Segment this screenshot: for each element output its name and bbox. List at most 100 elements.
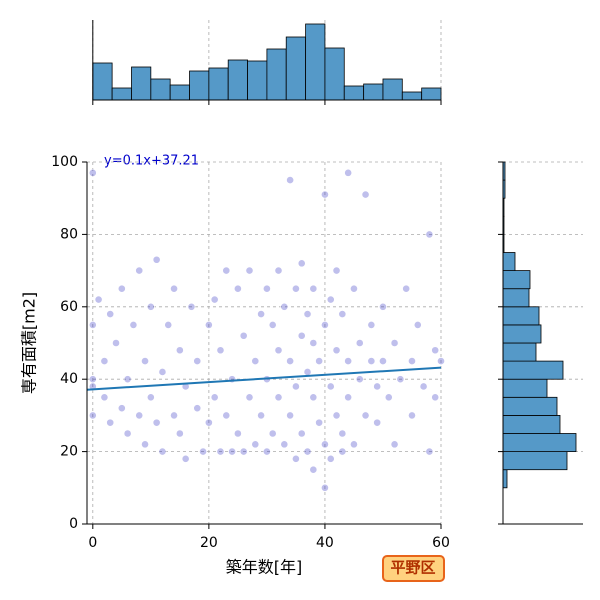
y-tick-label: 80 bbox=[60, 226, 78, 242]
scatter-point bbox=[390, 339, 399, 347]
scatter-point bbox=[303, 310, 312, 318]
scatter-point bbox=[361, 190, 370, 199]
scatter-point bbox=[239, 447, 248, 456]
histogram-bar bbox=[324, 47, 345, 101]
scatter-point bbox=[263, 284, 271, 293]
scatter-point bbox=[123, 429, 132, 438]
histogram-bar bbox=[131, 66, 152, 101]
scatter-point bbox=[321, 483, 329, 492]
scatter-point bbox=[228, 447, 236, 456]
scatter-point bbox=[321, 190, 329, 199]
scatter-point bbox=[419, 382, 428, 391]
scatter-point bbox=[88, 168, 97, 177]
scatter-point bbox=[315, 357, 324, 365]
scatter-point bbox=[222, 266, 231, 275]
scatter-point bbox=[355, 339, 364, 347]
scatter-point bbox=[164, 320, 173, 329]
scatter-point bbox=[187, 302, 196, 311]
scatter-point bbox=[309, 339, 318, 347]
scatter-point bbox=[193, 404, 202, 413]
scatter-point bbox=[431, 393, 440, 402]
histogram-bar bbox=[502, 288, 530, 308]
histogram-bar bbox=[169, 84, 190, 101]
histogram-bar bbox=[502, 451, 568, 471]
histogram-bar bbox=[363, 83, 384, 101]
scatter-point bbox=[338, 429, 347, 438]
histogram-bar bbox=[502, 414, 561, 434]
label-box-text: 平野区 bbox=[390, 559, 435, 577]
x-tick-label: 40 bbox=[316, 535, 334, 551]
scatter-point bbox=[361, 411, 370, 420]
histogram-bar bbox=[502, 360, 564, 380]
scatter-point bbox=[135, 266, 144, 275]
histogram-bar bbox=[502, 270, 531, 290]
scatter-point bbox=[210, 295, 219, 304]
regression-line bbox=[86, 366, 442, 391]
scatter-point bbox=[286, 411, 295, 420]
fit-annotation: y=0.1x+37.21 bbox=[104, 154, 199, 169]
scatter-point bbox=[384, 393, 393, 402]
scatter-point bbox=[216, 447, 225, 456]
x-axis-label: 築年数[年] bbox=[226, 558, 303, 577]
scatter-point bbox=[350, 440, 358, 449]
histogram-bar bbox=[266, 48, 287, 101]
histogram-bar bbox=[111, 87, 132, 101]
histogram-bar bbox=[502, 433, 577, 453]
scatter-point bbox=[297, 259, 306, 268]
scatter-point bbox=[402, 284, 411, 293]
histogram-bar bbox=[502, 469, 508, 489]
scatter-point bbox=[106, 418, 115, 427]
scatter-point bbox=[199, 447, 207, 456]
scatter-point bbox=[390, 440, 399, 449]
scatter-point bbox=[170, 284, 178, 293]
scatter-point bbox=[326, 295, 335, 304]
scatter-point bbox=[158, 447, 167, 456]
scatter-point bbox=[233, 429, 242, 438]
scatter-point bbox=[88, 320, 97, 329]
scatter-point bbox=[396, 375, 405, 384]
scatter-point bbox=[274, 393, 283, 402]
histogram-bar bbox=[421, 87, 442, 101]
scatter-point bbox=[338, 447, 347, 456]
x-tick-label: 0 bbox=[88, 535, 97, 551]
y-tick-label: 60 bbox=[60, 299, 78, 315]
y-axis-label: 専有面積[m2] bbox=[20, 292, 39, 394]
scatter-point bbox=[379, 357, 387, 365]
scatter-point bbox=[292, 454, 300, 463]
histogram-bar bbox=[343, 85, 365, 101]
scatter-point bbox=[257, 411, 265, 420]
scatter-point bbox=[425, 447, 434, 456]
scatter-point bbox=[286, 176, 295, 184]
scatter-point bbox=[204, 418, 213, 427]
scatter-point bbox=[309, 393, 318, 402]
scatter-point bbox=[175, 429, 184, 438]
scatter-point bbox=[233, 284, 242, 293]
scatter-point bbox=[437, 357, 445, 365]
histogram-bar bbox=[502, 306, 540, 326]
y-tick-label: 40 bbox=[60, 371, 78, 387]
x-tick-label: 20 bbox=[200, 535, 218, 551]
scatter-point bbox=[268, 320, 277, 329]
scatter-point bbox=[344, 357, 353, 365]
scatter-point bbox=[413, 320, 422, 329]
scatter-point bbox=[106, 310, 115, 318]
scatter-point bbox=[152, 418, 161, 427]
scatter-point bbox=[245, 393, 254, 402]
scatter-point bbox=[210, 393, 219, 402]
scatter-point bbox=[146, 302, 155, 311]
scatter-point bbox=[355, 375, 364, 384]
scatter-point bbox=[141, 440, 149, 449]
scatter-point bbox=[135, 411, 144, 420]
scatter-point bbox=[286, 357, 295, 365]
scatter-point bbox=[373, 382, 382, 391]
scatter-point bbox=[332, 346, 341, 355]
scatter-point bbox=[367, 320, 376, 329]
scatter-point bbox=[321, 440, 329, 449]
scatter-point bbox=[158, 368, 167, 376]
scatter-point bbox=[350, 284, 358, 293]
scatter-point bbox=[181, 454, 190, 463]
histogram-bar bbox=[502, 252, 516, 272]
y-tick-label: 0 bbox=[69, 516, 78, 532]
scatter-point bbox=[94, 295, 103, 304]
scatter-point bbox=[326, 382, 335, 391]
